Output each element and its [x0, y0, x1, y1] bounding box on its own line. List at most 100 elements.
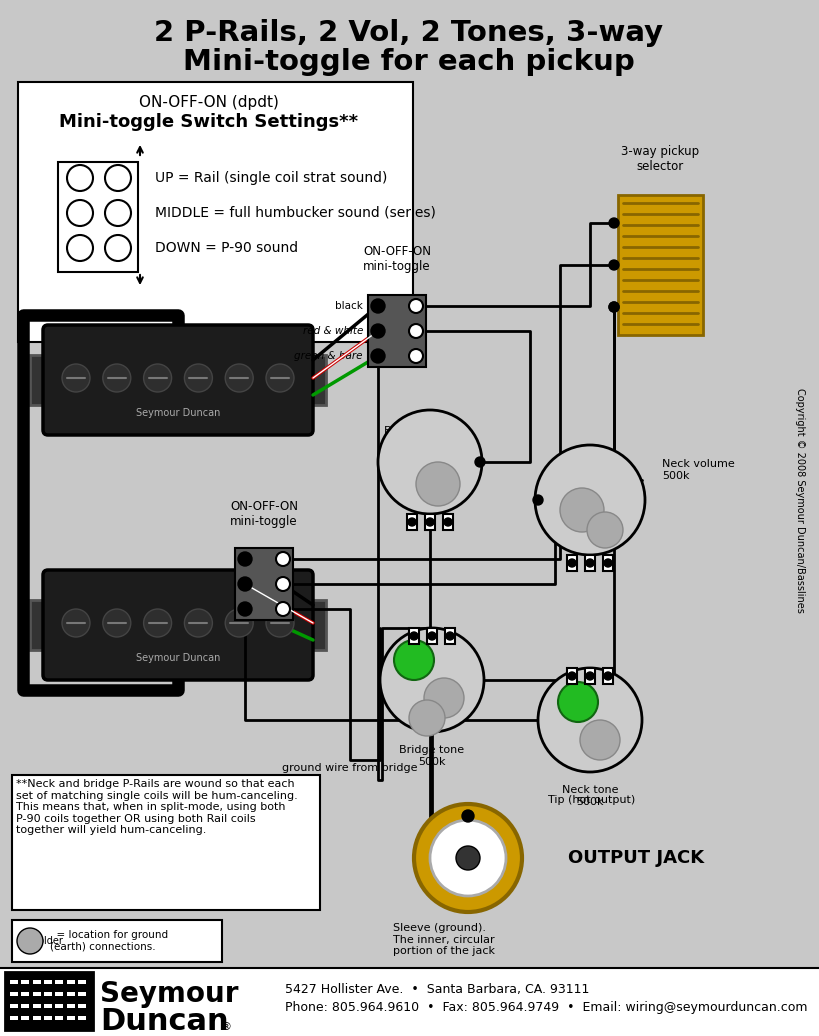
Circle shape — [446, 632, 454, 640]
Circle shape — [580, 720, 620, 760]
FancyBboxPatch shape — [21, 992, 29, 996]
FancyBboxPatch shape — [21, 1016, 29, 1020]
Circle shape — [378, 410, 482, 514]
Circle shape — [238, 602, 252, 616]
Text: Bridge tone
500k: Bridge tone 500k — [400, 745, 464, 767]
Circle shape — [424, 678, 464, 718]
Circle shape — [609, 218, 619, 228]
FancyBboxPatch shape — [10, 980, 18, 984]
FancyBboxPatch shape — [78, 992, 86, 996]
FancyBboxPatch shape — [30, 355, 48, 405]
FancyBboxPatch shape — [12, 775, 320, 910]
Text: Mini-toggle for each pickup: Mini-toggle for each pickup — [183, 48, 635, 76]
Circle shape — [238, 552, 252, 566]
Circle shape — [444, 518, 452, 526]
Circle shape — [276, 602, 290, 616]
Circle shape — [428, 632, 436, 640]
Circle shape — [394, 640, 434, 680]
Text: = location for ground
(earth) connections.: = location for ground (earth) connection… — [50, 930, 168, 952]
FancyBboxPatch shape — [567, 668, 577, 684]
Circle shape — [568, 672, 576, 680]
Circle shape — [558, 682, 598, 722]
FancyBboxPatch shape — [78, 1016, 86, 1020]
Text: Neck tone
500k: Neck tone 500k — [562, 785, 618, 807]
Text: Mini-toggle Switch Settings**: Mini-toggle Switch Settings** — [60, 113, 359, 131]
FancyBboxPatch shape — [407, 514, 417, 530]
Text: Phone: 805.964.9610  •  Fax: 805.964.9749  •  Email: wiring@seymourduncan.com: Phone: 805.964.9610 • Fax: 805.964.9749 … — [285, 1001, 808, 1014]
Circle shape — [62, 364, 90, 392]
Circle shape — [409, 349, 423, 363]
FancyBboxPatch shape — [43, 325, 313, 435]
Circle shape — [604, 672, 612, 680]
FancyBboxPatch shape — [58, 162, 138, 272]
Circle shape — [535, 445, 645, 555]
Text: .047
cap: .047 cap — [568, 691, 589, 713]
FancyBboxPatch shape — [0, 968, 819, 1036]
Text: Seymour Duncan: Seymour Duncan — [136, 408, 220, 418]
Circle shape — [143, 364, 172, 392]
Circle shape — [67, 200, 93, 226]
Circle shape — [586, 559, 594, 567]
Text: green & bare: green & bare — [295, 351, 363, 361]
Circle shape — [609, 303, 619, 312]
FancyBboxPatch shape — [10, 1004, 18, 1008]
Text: Tip (hot output): Tip (hot output) — [548, 795, 636, 805]
Text: red & white: red & white — [303, 326, 363, 336]
Circle shape — [568, 559, 576, 567]
Circle shape — [184, 609, 212, 637]
Circle shape — [538, 668, 642, 772]
FancyBboxPatch shape — [66, 1004, 75, 1008]
Circle shape — [609, 260, 619, 270]
Circle shape — [560, 488, 604, 533]
Circle shape — [609, 303, 619, 312]
Text: 3-way pickup
selector: 3-way pickup selector — [621, 145, 699, 173]
FancyBboxPatch shape — [78, 1004, 86, 1008]
Text: Solder: Solder — [567, 505, 597, 515]
Circle shape — [105, 165, 131, 191]
FancyBboxPatch shape — [10, 1016, 18, 1020]
Text: Solder: Solder — [412, 713, 442, 723]
FancyBboxPatch shape — [56, 1016, 63, 1020]
Text: ON-OFF-ON
mini-toggle: ON-OFF-ON mini-toggle — [230, 500, 298, 528]
FancyBboxPatch shape — [585, 555, 595, 571]
Circle shape — [587, 512, 623, 548]
Text: Duncan: Duncan — [100, 1007, 229, 1036]
Text: ®: ® — [220, 1021, 231, 1032]
FancyBboxPatch shape — [21, 980, 29, 984]
Circle shape — [426, 518, 434, 526]
FancyBboxPatch shape — [5, 972, 93, 1030]
FancyBboxPatch shape — [12, 920, 222, 962]
Circle shape — [463, 811, 473, 821]
FancyBboxPatch shape — [66, 1016, 75, 1020]
Circle shape — [409, 299, 423, 313]
Text: ON-OFF-ON (dpdt): ON-OFF-ON (dpdt) — [139, 94, 279, 110]
Circle shape — [416, 462, 460, 506]
FancyBboxPatch shape — [445, 628, 455, 644]
Text: ground wire from bridge: ground wire from bridge — [283, 762, 418, 773]
FancyBboxPatch shape — [603, 668, 613, 684]
FancyBboxPatch shape — [33, 992, 41, 996]
Circle shape — [276, 577, 290, 591]
FancyBboxPatch shape — [33, 1004, 41, 1008]
Text: Seymour Duncan: Seymour Duncan — [136, 653, 220, 663]
FancyBboxPatch shape — [10, 992, 18, 996]
FancyBboxPatch shape — [308, 355, 326, 405]
Circle shape — [456, 846, 480, 870]
FancyBboxPatch shape — [368, 295, 426, 367]
Text: UP = Rail (single coil strat sound): UP = Rail (single coil strat sound) — [155, 171, 387, 185]
Circle shape — [408, 518, 416, 526]
Circle shape — [371, 299, 385, 313]
Circle shape — [184, 364, 212, 392]
Circle shape — [276, 552, 290, 566]
Text: Solder: Solder — [423, 479, 454, 489]
Circle shape — [143, 609, 172, 637]
FancyBboxPatch shape — [409, 628, 419, 644]
Text: black: black — [335, 301, 363, 311]
Circle shape — [371, 349, 385, 363]
Circle shape — [475, 457, 485, 467]
Text: Solder: Solder — [590, 525, 621, 535]
FancyBboxPatch shape — [425, 514, 435, 530]
Text: 5427 Hollister Ave.  •  Santa Barbara, CA. 93111: 5427 Hollister Ave. • Santa Barbara, CA.… — [285, 983, 590, 996]
FancyBboxPatch shape — [56, 980, 63, 984]
FancyBboxPatch shape — [78, 980, 86, 984]
